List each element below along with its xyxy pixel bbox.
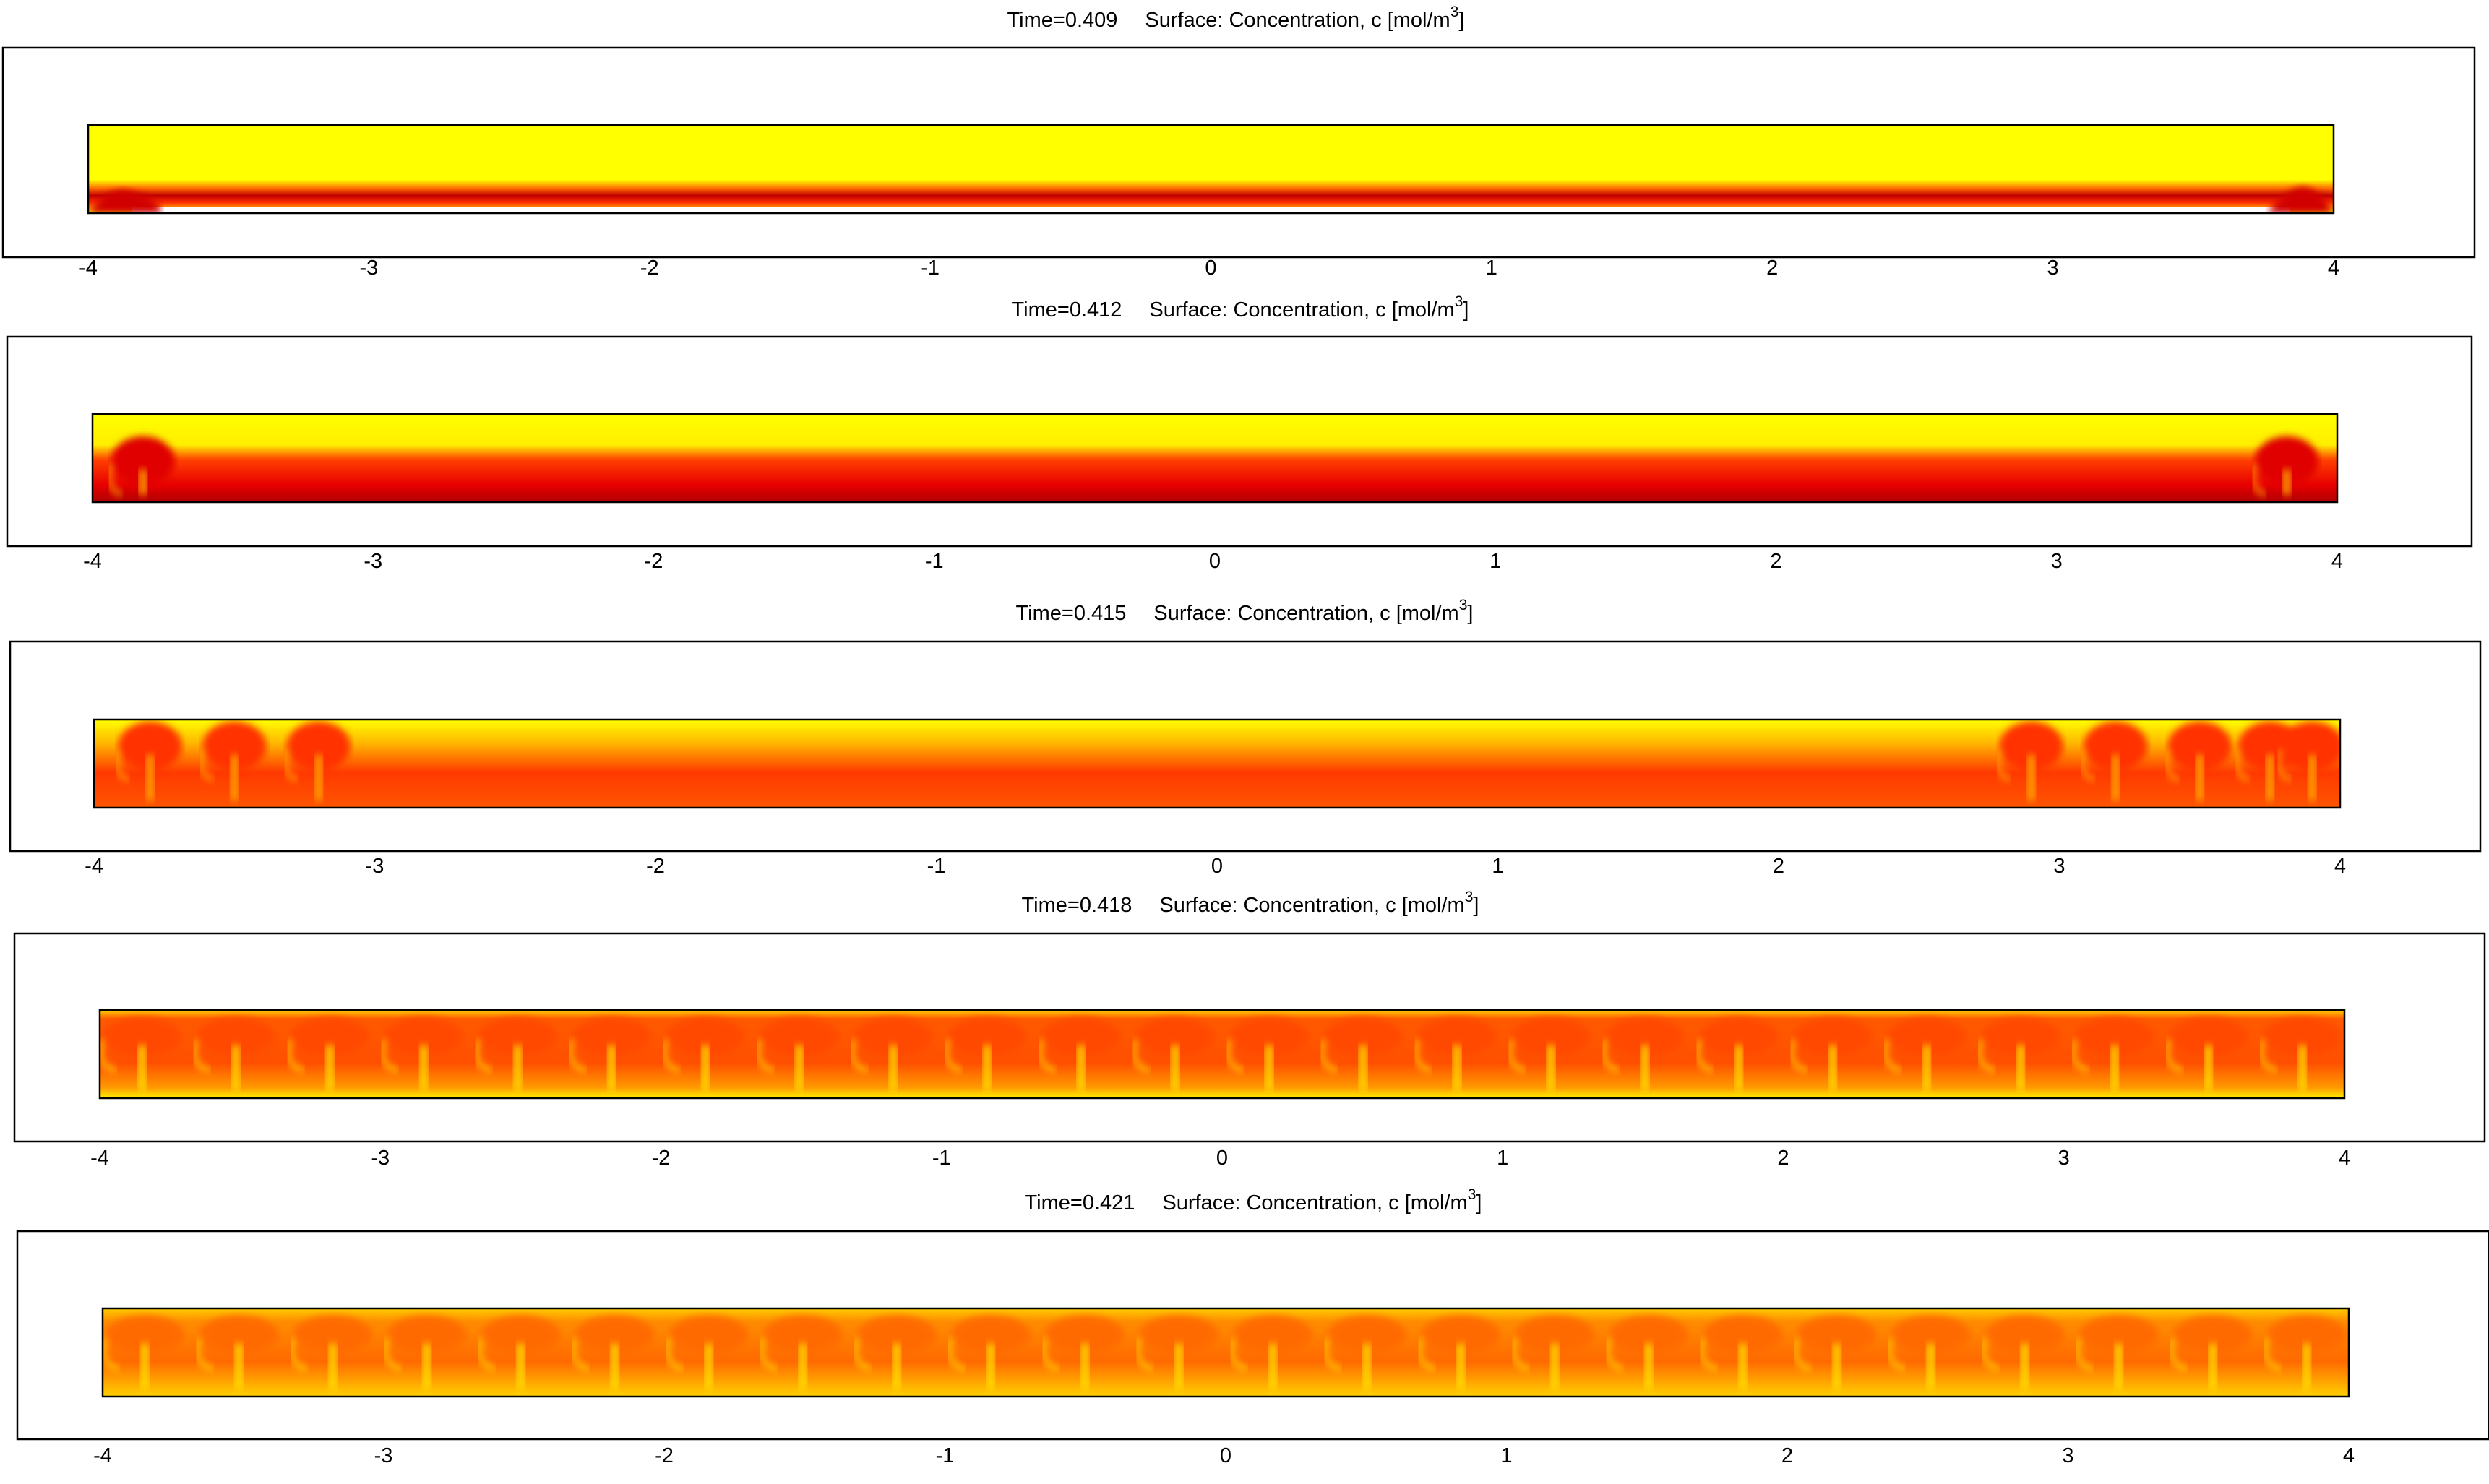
x-tick-label: -4 bbox=[83, 550, 102, 573]
panel-title: Time=0.412 Surface: Concentration, c [mol… bbox=[1012, 293, 1469, 322]
domain-border bbox=[93, 718, 2342, 809]
x-tick-label: 1 bbox=[1489, 550, 1501, 573]
x-tick-label: 0 bbox=[1209, 550, 1221, 573]
x-tick-label: 0 bbox=[1211, 855, 1223, 878]
unit-exponent: 3 bbox=[1450, 4, 1459, 20]
surface-label: Surface: Concentration, c [mol/m bbox=[1162, 1191, 1467, 1215]
x-tick-label: -2 bbox=[655, 1444, 674, 1467]
time-label: Time=0.409 bbox=[1007, 9, 1118, 32]
x-tick-label: 3 bbox=[2058, 1147, 2070, 1170]
x-tick-label: -3 bbox=[371, 1147, 390, 1170]
x-tick-label: -4 bbox=[79, 256, 98, 280]
surface-label: Surface: Concentration, c [mol/m bbox=[1149, 298, 1454, 322]
x-tick-label: 4 bbox=[2334, 855, 2346, 878]
field-background bbox=[103, 1308, 2349, 1397]
unit-close: ] bbox=[1473, 894, 1479, 917]
x-tick-label: -2 bbox=[652, 1147, 671, 1170]
plot-panel-1: Time=0.412 Surface: Concentration, c [mol… bbox=[6, 293, 2473, 573]
x-tick-label: 1 bbox=[1500, 1444, 1512, 1467]
x-tick-label: 1 bbox=[1492, 855, 1503, 878]
domain-border bbox=[87, 124, 2335, 215]
x-tick-label: 2 bbox=[1770, 550, 1781, 573]
field-background bbox=[94, 720, 2340, 808]
concentration-field bbox=[103, 1308, 2349, 1397]
panel-title: Time=0.418 Surface: Concentration, c [mol… bbox=[1022, 889, 1479, 917]
field-background bbox=[100, 1010, 2344, 1098]
x-tick-label: -2 bbox=[646, 855, 665, 878]
x-tick-label: -1 bbox=[921, 256, 940, 280]
x-tick-label: -1 bbox=[936, 1444, 955, 1467]
x-tick-label: -4 bbox=[93, 1444, 112, 1467]
x-tick-label: -4 bbox=[90, 1147, 109, 1170]
domain-border bbox=[91, 413, 2339, 504]
time-label: Time=0.415 bbox=[1016, 602, 1127, 625]
plot-panel-2: Time=0.415 Surface: Concentration, c [mol… bbox=[9, 597, 2482, 878]
field-background bbox=[88, 125, 2334, 213]
x-tick-label: 1 bbox=[1486, 256, 1497, 280]
x-tick-label: 2 bbox=[1773, 855, 1784, 878]
concentration-field bbox=[93, 414, 2337, 502]
panel-title: Time=0.409 Surface: Concentration, c [mol… bbox=[1007, 4, 1465, 32]
x-tick-label: 0 bbox=[1205, 256, 1216, 280]
x-tick-label: 3 bbox=[2047, 256, 2059, 280]
x-tick-label: -4 bbox=[85, 855, 103, 878]
x-tick-label: 4 bbox=[2328, 256, 2339, 280]
x-tick-label: -3 bbox=[359, 256, 378, 280]
unit-close: ] bbox=[1463, 298, 1469, 322]
x-tick-label: 4 bbox=[2343, 1444, 2355, 1467]
panel-title: Time=0.421 Surface: Concentration, c [mol… bbox=[1025, 1186, 1482, 1215]
x-tick-label: 4 bbox=[2331, 550, 2343, 573]
unit-exponent: 3 bbox=[1455, 293, 1463, 310]
x-tick-label: 3 bbox=[2051, 550, 2063, 573]
surface-label: Surface: Concentration, c [mol/m bbox=[1159, 894, 1464, 917]
plot-panel-3: Time=0.418 Surface: Concentration, c [mol… bbox=[13, 889, 2486, 1170]
unit-exponent: 3 bbox=[1468, 1186, 1476, 1203]
x-tick-label: 2 bbox=[1777, 1147, 1789, 1170]
x-tick-label: -1 bbox=[932, 1147, 951, 1170]
unit-exponent: 3 bbox=[1459, 597, 1468, 613]
x-tick-label: -3 bbox=[364, 550, 382, 573]
x-tick-label: 0 bbox=[1220, 1444, 1231, 1467]
unit-close: ] bbox=[1467, 602, 1473, 625]
concentration-field bbox=[88, 125, 2334, 213]
concentration-field bbox=[100, 1010, 2344, 1098]
x-tick-label: -2 bbox=[640, 256, 659, 280]
domain-border bbox=[101, 1307, 2350, 1398]
unit-exponent: 3 bbox=[1465, 889, 1474, 905]
x-tick-label: -3 bbox=[374, 1444, 393, 1467]
panel-title: Time=0.415 Surface: Concentration, c [mol… bbox=[1016, 597, 1474, 625]
x-tick-label: -2 bbox=[645, 550, 663, 573]
x-tick-label: -1 bbox=[925, 550, 944, 573]
surface-label: Surface: Concentration, c [mol/m bbox=[1153, 602, 1458, 625]
field-background bbox=[93, 414, 2337, 502]
x-tick-label: 4 bbox=[2339, 1147, 2350, 1170]
plot-panel-0: Time=0.409 Surface: Concentration, c [mol… bbox=[1, 4, 2476, 280]
x-tick-label: 3 bbox=[2062, 1444, 2073, 1467]
x-tick-label: -3 bbox=[366, 855, 384, 878]
concentration-field bbox=[94, 720, 2340, 808]
x-tick-label: 3 bbox=[2053, 855, 2065, 878]
unit-close: ] bbox=[1476, 1191, 1482, 1215]
x-tick-label: 0 bbox=[1216, 1147, 1228, 1170]
x-tick-label: 2 bbox=[1766, 256, 1778, 280]
x-tick-label: -1 bbox=[927, 855, 946, 878]
plot-panel-4: Time=0.421 Surface: Concentration, c [mol… bbox=[16, 1186, 2489, 1467]
x-tick-label: 2 bbox=[1781, 1444, 1793, 1467]
x-tick-label: 1 bbox=[1497, 1147, 1508, 1170]
time-label: Time=0.421 bbox=[1025, 1191, 1135, 1215]
time-label: Time=0.418 bbox=[1022, 894, 1132, 917]
time-label: Time=0.412 bbox=[1012, 298, 1122, 322]
unit-close: ] bbox=[1458, 9, 1464, 32]
domain-border bbox=[98, 1009, 2346, 1100]
surface-label: Surface: Concentration, c [mol/m bbox=[1145, 9, 1450, 32]
